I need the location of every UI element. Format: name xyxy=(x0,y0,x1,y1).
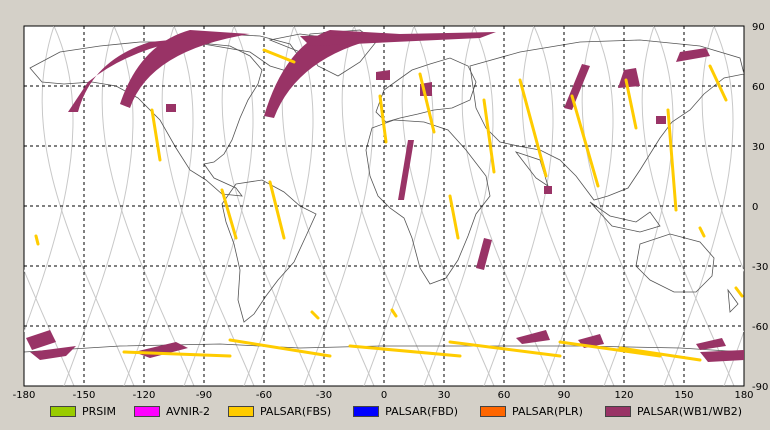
legend-item: AVNIR-2 xyxy=(134,405,210,418)
legend-item: PRSIM xyxy=(50,405,116,418)
latitude-tick-label: -30 xyxy=(752,262,768,273)
longitude-tick-label: -120 xyxy=(133,390,156,400)
map-grid xyxy=(23,25,745,387)
legend-label: PALSAR(FBD) xyxy=(385,404,459,418)
legend-label: PALSAR(PLR) xyxy=(512,404,583,418)
legend-swatch xyxy=(480,405,507,417)
longitude-tick-label: -30 xyxy=(316,390,332,400)
legend-label: PRSIM xyxy=(82,404,116,418)
latitude-tick-label: 0 xyxy=(752,202,758,213)
legend-item: PALSAR(WB1/WB2) xyxy=(604,404,743,418)
longitude-tick-label: 0 xyxy=(381,390,387,400)
palsar-fbs-swaths xyxy=(34,48,744,362)
south-america-coast xyxy=(221,179,317,323)
longitude-tick-label: -150 xyxy=(73,390,96,400)
legend-swatch xyxy=(227,405,254,417)
legend-item: PALSAR(FBS) xyxy=(227,404,332,418)
legend-swatch xyxy=(134,405,160,417)
europe-coast xyxy=(375,57,477,123)
longitude-tick-label: 60 xyxy=(498,390,511,400)
latitude-tick-label: 90 xyxy=(752,22,765,33)
latitude-tick-label: 30 xyxy=(752,142,765,153)
longitude-tick-label: -180 xyxy=(13,390,36,400)
longitude-tick-label: -90 xyxy=(196,390,212,400)
longitude-tick-label: 30 xyxy=(438,390,451,400)
legend-item: PALSAR(PLR) xyxy=(480,405,583,418)
coverage-swaths xyxy=(26,30,744,362)
legend-label: AVNIR-2 xyxy=(166,404,210,418)
longitude-tick-label: -60 xyxy=(256,390,272,400)
coverage-map: -180 -150 -120 -90 -60 -30 0 30 60 90 120 150 180 90… xyxy=(12,22,769,400)
africa-coast xyxy=(365,119,491,285)
legend-swatch xyxy=(50,405,76,417)
longitude-ticks: -180 -150 -120 -90 -60 -30 0 30 60 90 120 150 180 xyxy=(13,390,754,400)
longitude-tick-label: 90 xyxy=(558,390,571,400)
latitude-tick-label: -60 xyxy=(752,322,768,333)
longitude-tick-label: 120 xyxy=(614,390,633,400)
legend-swatch xyxy=(604,405,631,417)
legend-swatch xyxy=(353,405,380,417)
antarctica-coast xyxy=(24,343,744,353)
latitude-tick-label: -90 xyxy=(752,382,768,393)
legend-label: PALSAR(WB1/WB2) xyxy=(636,404,743,418)
latitude-tick-label: 60 xyxy=(752,82,765,93)
latitude-ticks: 90 60 30 0 -30 -60 -90 xyxy=(752,22,768,393)
longitude-tick-label: 180 xyxy=(734,390,753,400)
legend-item: PALSAR(FBD) xyxy=(353,405,458,418)
map-legend: PRSIM AVNIR-2 PALSAR(FBS) PALSAR(FBD) PALSAR… xyxy=(50,401,742,421)
legend-label: PALSAR(FBS) xyxy=(259,404,332,418)
australia-coast xyxy=(635,233,715,293)
longitude-tick-label: 150 xyxy=(674,390,693,400)
